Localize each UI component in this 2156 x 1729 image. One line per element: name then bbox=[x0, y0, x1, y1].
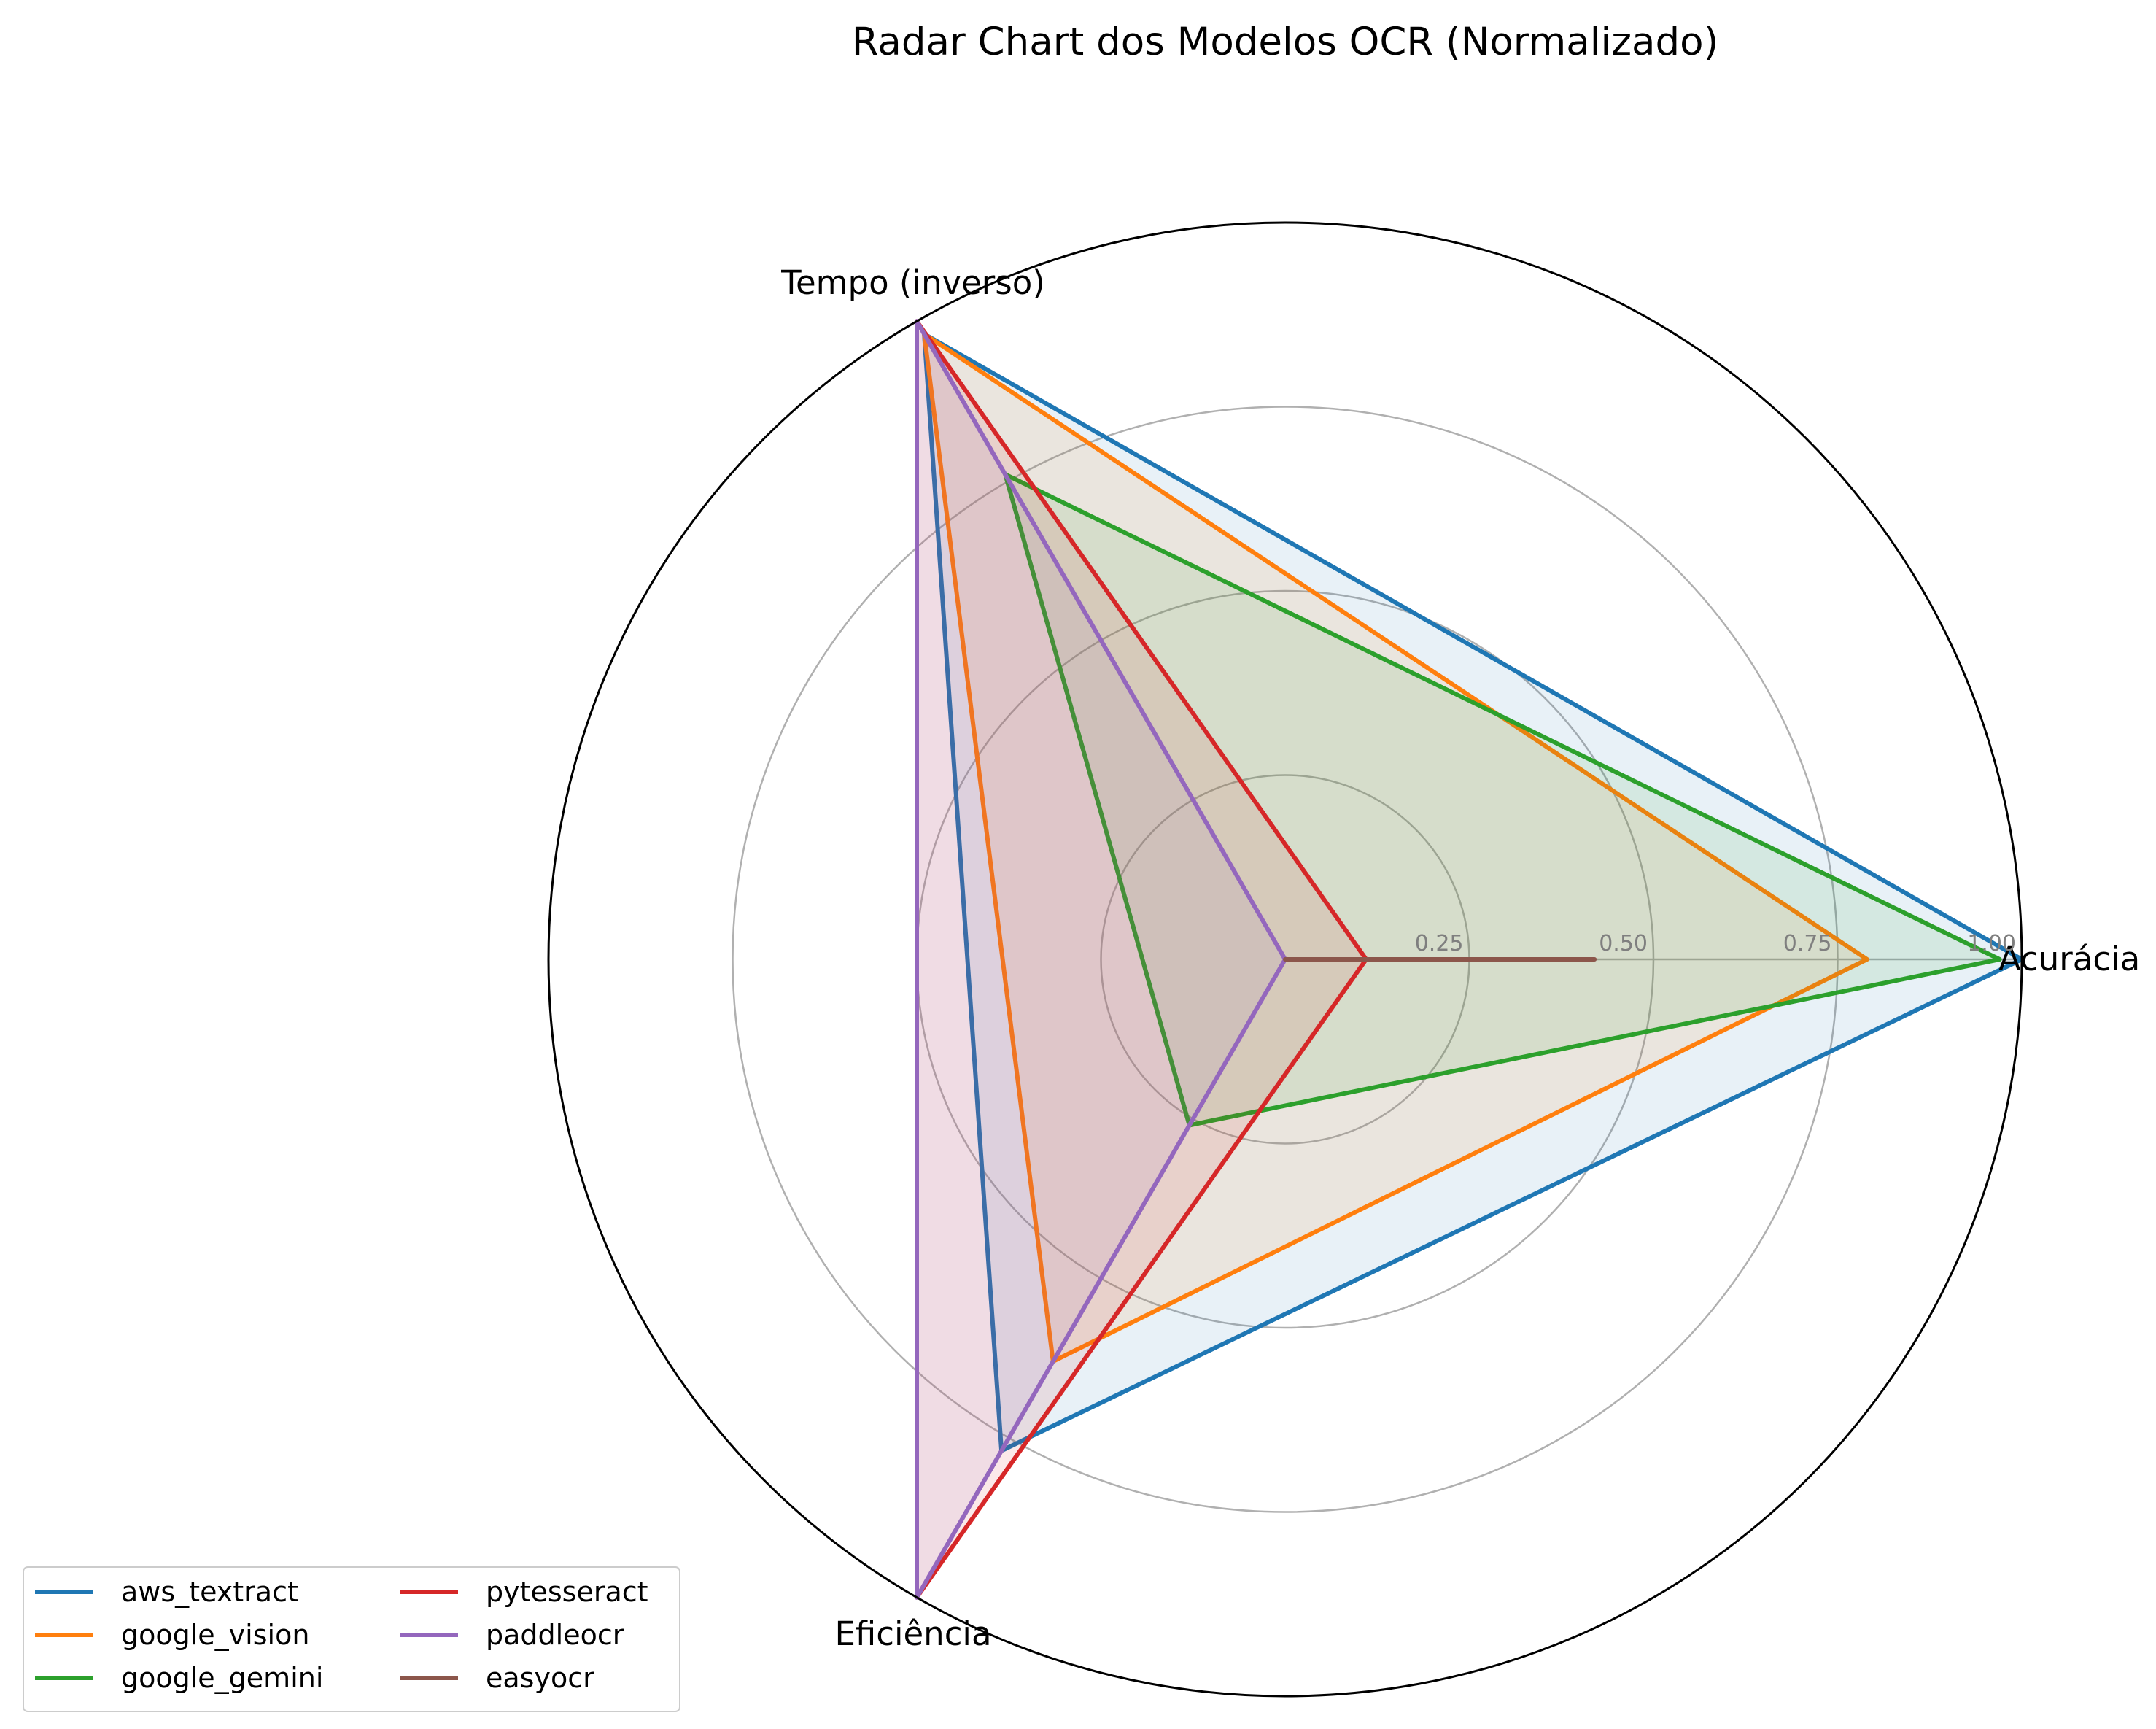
series-area-google_gemini bbox=[1005, 474, 2000, 1126]
series-line-aws_textract bbox=[922, 331, 2024, 1453]
legend-label-paddleocr: paddleocr bbox=[486, 1619, 624, 1651]
axis-labels: Acurácia Tempo (inverso) Eficiência 0.25 0.5… bbox=[780, 263, 2140, 1653]
series-line-google_vision bbox=[922, 331, 1869, 1364]
series-line-google_gemini bbox=[1003, 472, 2002, 1128]
legend-label-aws_textract: aws_textract bbox=[121, 1576, 298, 1608]
legend-label-pytesseract: pytesseract bbox=[486, 1576, 648, 1608]
series-area-paddleocr bbox=[917, 321, 1285, 1598]
axis-label-2: Eficiência bbox=[834, 1614, 991, 1653]
legend-frame bbox=[23, 1566, 680, 1712]
legend-label-google_vision: google_vision bbox=[121, 1619, 309, 1651]
series-area-aws_textract bbox=[924, 333, 2022, 1451]
series-area-pytesseract bbox=[917, 321, 1367, 1598]
axis-label-0: Acurácia bbox=[1998, 940, 2140, 978]
series-area-google_vision bbox=[924, 333, 1867, 1362]
chart-title: Radar Chart dos Modelos OCR (Normalizado… bbox=[852, 20, 1719, 64]
radial-tick-label-3: 1.00 bbox=[1967, 931, 2016, 956]
axis-label-1: Tempo (inverso) bbox=[780, 263, 1045, 302]
radial-tick-label-2: 0.75 bbox=[1783, 931, 1832, 956]
radial-tick-label-0: 0.25 bbox=[1415, 931, 1464, 956]
legend-label-easyocr: easyocr bbox=[486, 1662, 594, 1694]
series-line-paddleocr bbox=[915, 319, 1287, 1600]
legend: aws_textract google_vision google_gemini py… bbox=[23, 1566, 680, 1712]
outer-frame bbox=[547, 221, 2023, 1698]
legend-label-google_gemini: google_gemini bbox=[121, 1662, 323, 1694]
radial-tick-label-1: 0.50 bbox=[1599, 931, 1648, 956]
series-layer bbox=[915, 319, 2024, 1600]
